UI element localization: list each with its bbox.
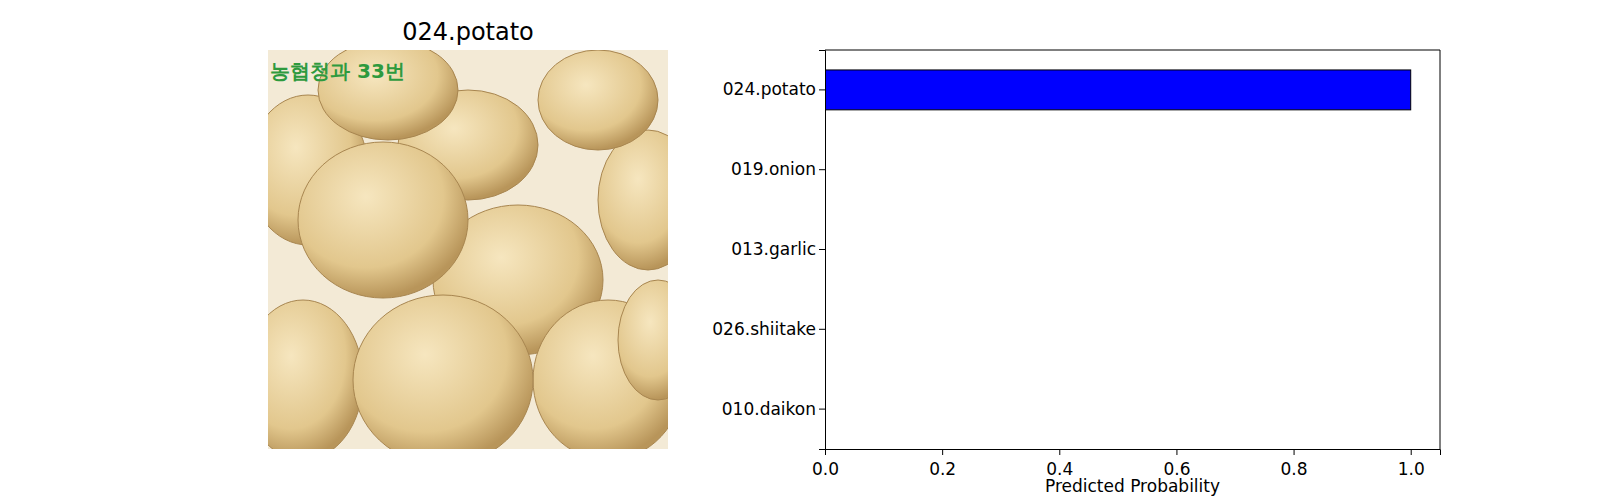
x-tick-mark [942, 449, 943, 455]
y-tick-mark [819, 249, 825, 250]
y-tick-label: 013.garlic [731, 239, 816, 259]
y-tick: 010.daikon [722, 399, 825, 419]
potato [598, 130, 668, 270]
y-tick-mark [819, 169, 825, 170]
y-tick-label: 010.daikon [722, 399, 816, 419]
spine-top [825, 50, 1440, 51]
y-tick-label: 019.onion [731, 159, 816, 179]
x-axis-line [826, 450, 1441, 456]
spine-right [1440, 50, 1441, 449]
canvas: 024.potato 농협청과 33번 0.0 0.2 0.4 0.6 0.8 1.0 024.… [0, 0, 1600, 500]
x-tick-label: 1.0 [1398, 459, 1425, 479]
y-tick-mark [819, 89, 825, 90]
x-tick-label: 0.8 [1281, 459, 1308, 479]
x-tick: 0.8 [1281, 449, 1308, 479]
x-tick: 0.0 [812, 449, 839, 479]
x-tick: 0.2 [929, 449, 956, 479]
potato [298, 142, 468, 298]
y-tick: 013.garlic [731, 239, 825, 259]
y-tick-label: 024.potato [723, 79, 816, 99]
y-tick: 019.onion [731, 159, 825, 179]
x-tick-mark [1059, 449, 1060, 455]
watermark: 농협청과 33번 [270, 59, 405, 83]
x-tick: 0.6 [1163, 449, 1190, 479]
potato [618, 280, 668, 400]
potato [268, 300, 363, 449]
photo [268, 50, 668, 449]
x-axis-title: Predicted Probability [1045, 476, 1220, 496]
x-tick-label: 0.2 [929, 459, 956, 479]
x-tick: 0.4 [1046, 449, 1073, 479]
potato [353, 295, 533, 449]
image-title: 024.potato [402, 18, 534, 46]
y-axis: 024.potato 019.onion 013.garlic 026.shiitak… [712, 51, 825, 450]
x-tick-mark [1411, 449, 1412, 455]
y-tick-label: 026.shiitake [712, 319, 816, 339]
x-axis: 0.0 0.2 0.4 0.6 0.8 1.0 [812, 449, 1441, 479]
potato [538, 50, 658, 150]
bars [825, 70, 1411, 110]
y-tick-mark [819, 329, 825, 330]
x-tick-mark [1294, 449, 1295, 455]
bar [825, 70, 1411, 110]
y-tick-mark [819, 409, 825, 410]
x-tick-label: 0.0 [812, 459, 839, 479]
y-tick: 026.shiitake [712, 319, 825, 339]
y-tick: 024.potato [723, 79, 825, 99]
x-tick: 1.0 [1398, 449, 1425, 479]
y-axis-line [819, 51, 826, 450]
x-tick-mark [1176, 449, 1177, 455]
